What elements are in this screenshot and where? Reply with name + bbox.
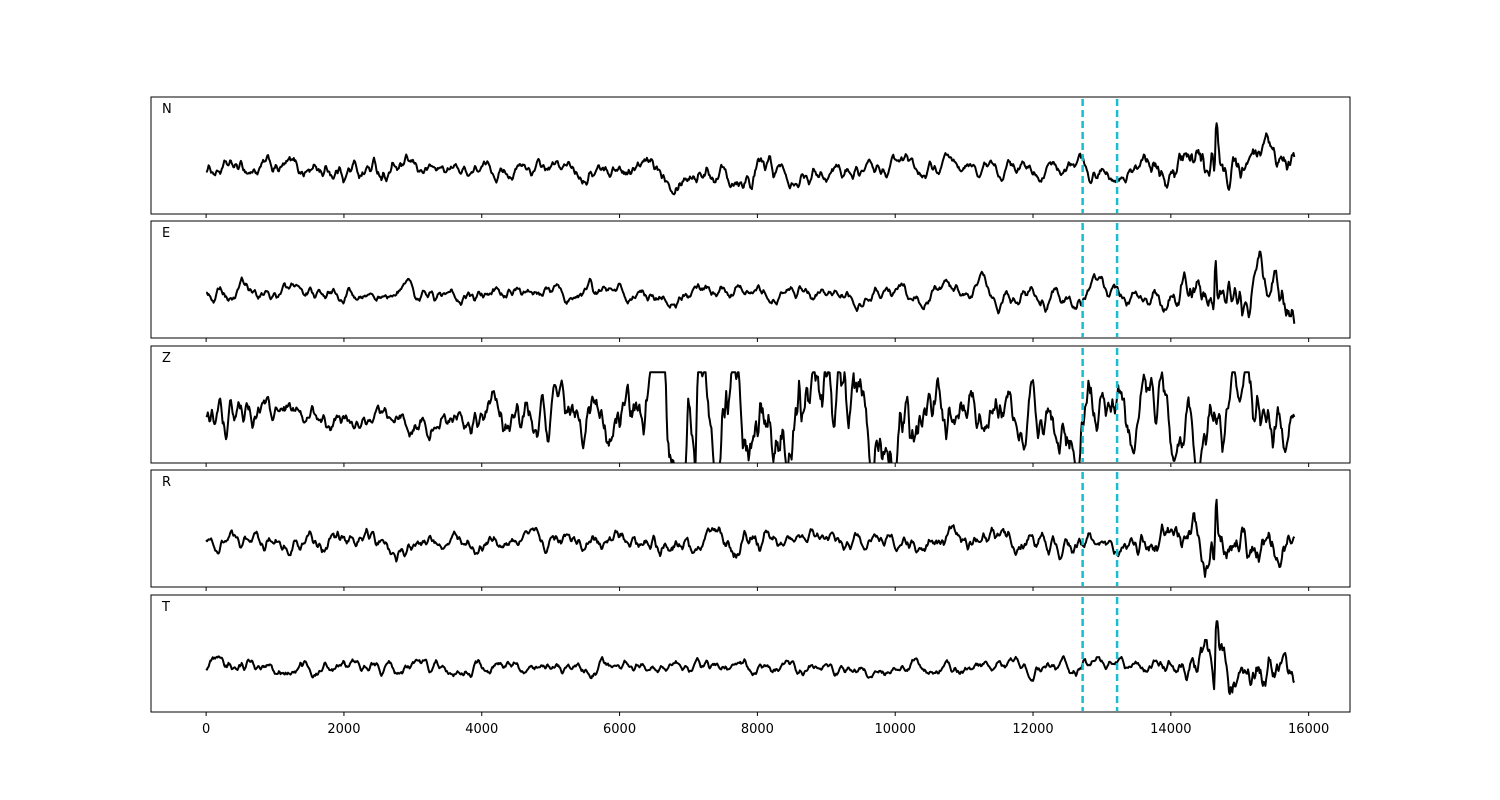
trace-e: [205, 250, 1296, 324]
panel-e: E: [150, 220, 1351, 342]
panel-frame: [150, 96, 1351, 215]
x-tick-label: 6000: [603, 722, 636, 737]
x-tick-label: 12000: [1012, 722, 1053, 737]
panel-frame: [150, 220, 1351, 339]
panels-group: N E Z R T: [150, 96, 1351, 716]
panel-label: T: [161, 600, 170, 615]
x-tick-label: 0: [202, 722, 210, 737]
panel-n: N: [150, 96, 1351, 218]
panel-t: T: [150, 594, 1351, 716]
panel-frame: [150, 594, 1351, 713]
x-tick-label: 4000: [465, 722, 498, 737]
panel-r: R: [150, 469, 1351, 591]
panel-label: Z: [162, 351, 171, 366]
x-tick-label: 14000: [1150, 722, 1191, 737]
panel-frame: [150, 345, 1351, 464]
x-tick-label: 2000: [327, 722, 360, 737]
panel-label: E: [162, 226, 170, 241]
x-tick-label: 8000: [741, 722, 774, 737]
panel-z: Z: [150, 345, 1351, 467]
x-tick-label: 10000: [875, 722, 916, 737]
trace-r: [205, 498, 1296, 578]
panel-label: N: [162, 102, 172, 117]
x-axis: 0 2000 4000 6000 8000 10000 12000 14000 16000: [202, 722, 1329, 737]
trace-t: [205, 620, 1296, 695]
trace-z: [205, 371, 1296, 463]
trace-n: [205, 122, 1296, 196]
panel-label: R: [162, 475, 171, 490]
panel-frame: [150, 469, 1351, 588]
x-tick-label: 16000: [1288, 722, 1329, 737]
